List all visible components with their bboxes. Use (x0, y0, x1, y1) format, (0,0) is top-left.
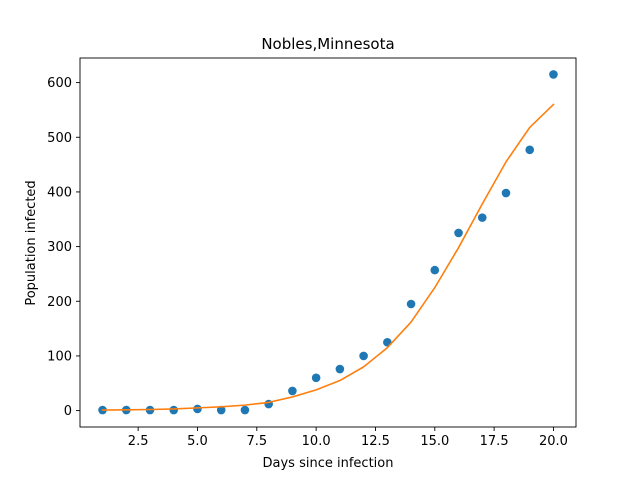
data-point (359, 351, 368, 361)
x-tick-label: 2.5 (128, 434, 149, 449)
data-point (477, 213, 487, 222)
data-point (549, 70, 558, 79)
axes-background (80, 58, 576, 427)
data-point (240, 405, 250, 415)
data-point (288, 386, 297, 396)
data-point (406, 299, 416, 309)
series-layer (98, 70, 558, 415)
data-point (193, 404, 202, 414)
x-tick-label: 20.0 (539, 434, 568, 449)
data-point (311, 373, 321, 383)
x-tick-label: 17.5 (480, 434, 509, 449)
y-tick-label: 300 (47, 240, 72, 255)
chart-title: Nobles,Minnesota (261, 35, 394, 53)
x-tick-label: 10.0 (302, 434, 331, 449)
x-axis-label: Days since infection (263, 456, 394, 471)
x-tick-label: 7.5 (246, 434, 267, 449)
plot-area (80, 58, 576, 427)
x-tick-label: 12.5 (361, 434, 390, 449)
data-point (501, 188, 511, 198)
x-tick-label: 15.0 (420, 434, 449, 449)
axes-border (79, 57, 577, 428)
y-axis-ticks: 0 100 200 300 400 500 600 (47, 76, 80, 419)
data-point (430, 265, 440, 275)
y-tick-label: 200 (47, 295, 72, 310)
fit-line (101, 103, 555, 411)
y-axis-label: Population infected (24, 180, 39, 305)
x-axis-ticks: 2.5 5.0 7.5 10.0 12.5 15.0 17.5 20.0 (128, 427, 568, 449)
data-point (216, 405, 226, 415)
x-tick-label: 5.0 (187, 434, 208, 449)
y-tick-label: 100 (47, 349, 72, 364)
y-tick-label: 500 (47, 131, 72, 146)
data-point (335, 364, 345, 374)
axes-frame (79, 57, 577, 428)
y-tick-label: 0 (64, 404, 72, 419)
data-point (454, 228, 463, 238)
y-tick-label: 600 (47, 76, 72, 91)
data-point (525, 145, 535, 155)
data-point (169, 405, 179, 415)
y-tick-label: 400 (47, 185, 72, 200)
